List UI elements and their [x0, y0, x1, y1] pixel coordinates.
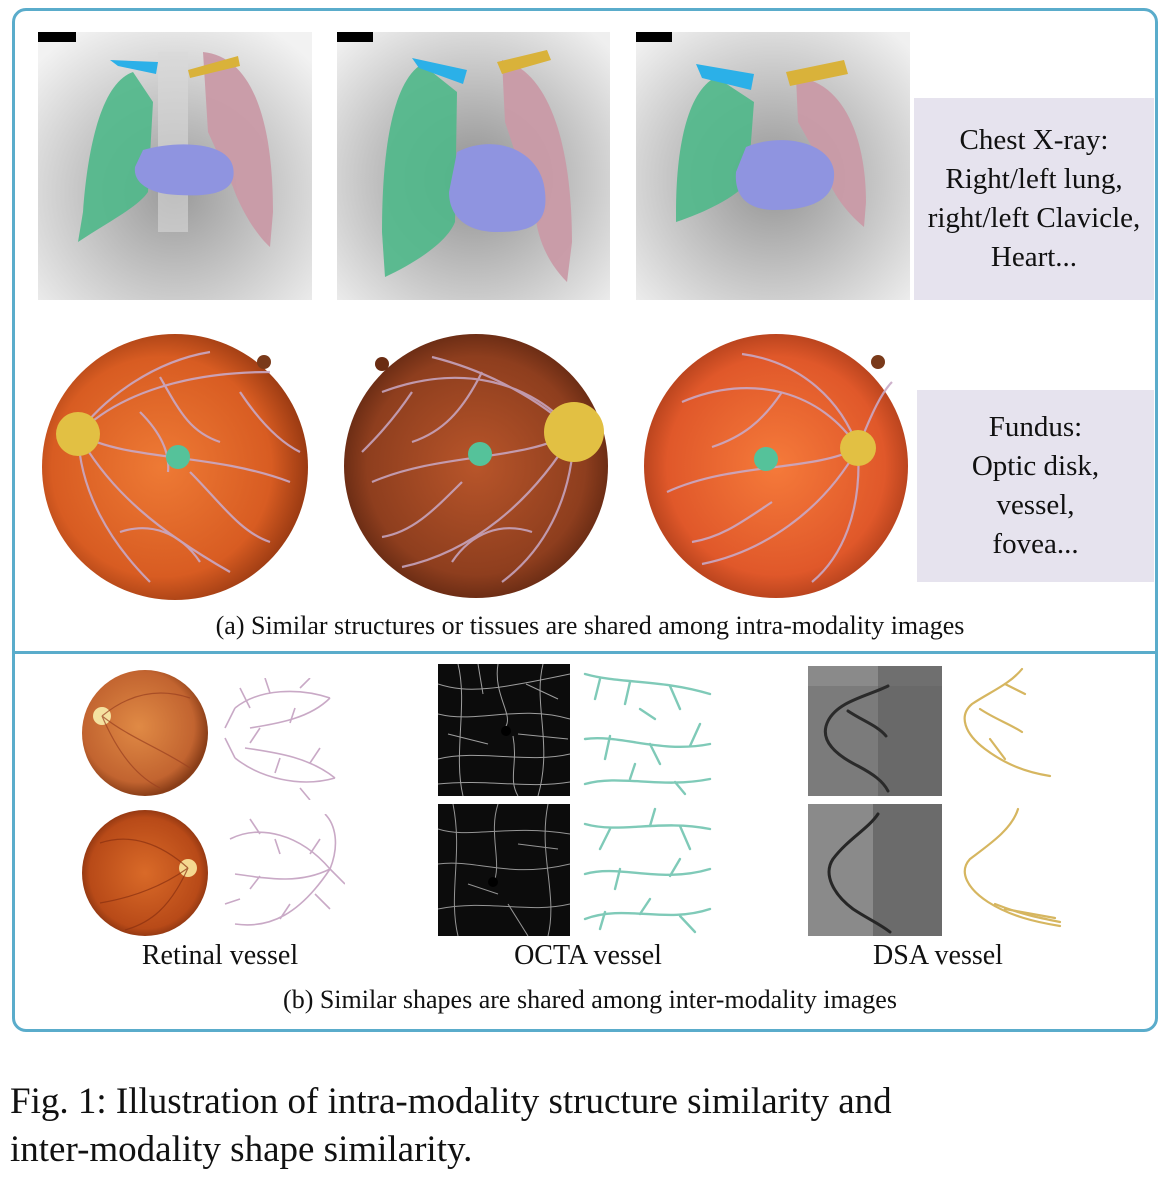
chest-label-line-2: Right/left lung, — [945, 163, 1123, 195]
chest-xray-image-3 — [636, 32, 910, 300]
chest-xray-label-box: Chest X-ray: Right/left lung, right/left… — [914, 98, 1154, 300]
dsa-image-2 — [808, 804, 942, 936]
panel-b-caption: (b) Similar shapes are shared among inte… — [283, 985, 897, 1014]
chest-label-line-1: Chest X-ray: — [959, 124, 1109, 156]
fundus-image-1 — [40, 332, 310, 602]
retinal-vessel-mask-1 — [220, 678, 345, 800]
chest-label-line-4: Heart... — [990, 241, 1078, 273]
retinal-fundus-image-2 — [80, 808, 210, 938]
figure-caption-line-2: inter-modality shape similarity. — [10, 1129, 473, 1170]
chest-label-line-3: right/left Clavicle, — [927, 202, 1141, 234]
fundus-label-line-4: fovea... — [992, 528, 1079, 560]
octa-vessel-label: OCTA vessel — [514, 940, 662, 971]
retinal-vessel-label: Retinal vessel — [141, 940, 299, 971]
retinal-vessel-mask-2 — [220, 814, 345, 939]
figure-caption-line-1: Fig. 1: Illustration of intra-modality s… — [10, 1081, 892, 1122]
retinal-fundus-image-1 — [80, 668, 210, 798]
octa-vessel-mask-1 — [580, 664, 715, 796]
octa-image-2 — [438, 804, 570, 936]
octa-vessel-mask-2 — [580, 804, 715, 936]
fundus-image-2 — [342, 332, 610, 600]
octa-image-1 — [438, 664, 570, 796]
figure-frame — [12, 8, 1158, 1032]
fundus-label-line-1: Fundus: — [988, 411, 1083, 443]
fundus-label-line-3: vessel, — [996, 489, 1075, 521]
panel-a-caption: (a) Similar structures or tissues are sh… — [215, 611, 965, 640]
dsa-vessel-mask-2 — [950, 804, 1065, 934]
fundus-label-box: Fundus: Optic disk, vessel, fovea... — [917, 390, 1154, 582]
dsa-vessel-mask-1 — [950, 664, 1060, 794]
figure-caption: Fig. 1: Illustration of intra-modality s… — [10, 1078, 1170, 1174]
dsa-vessel-label: DSA vessel — [873, 940, 1003, 971]
panel-divider — [12, 651, 1158, 654]
chest-xray-image-2 — [337, 32, 610, 300]
fundus-label-line-2: Optic disk, — [971, 450, 1100, 482]
chest-xray-image-1 — [38, 32, 312, 300]
dsa-image-1 — [808, 666, 942, 796]
fundus-image-3 — [642, 332, 910, 600]
